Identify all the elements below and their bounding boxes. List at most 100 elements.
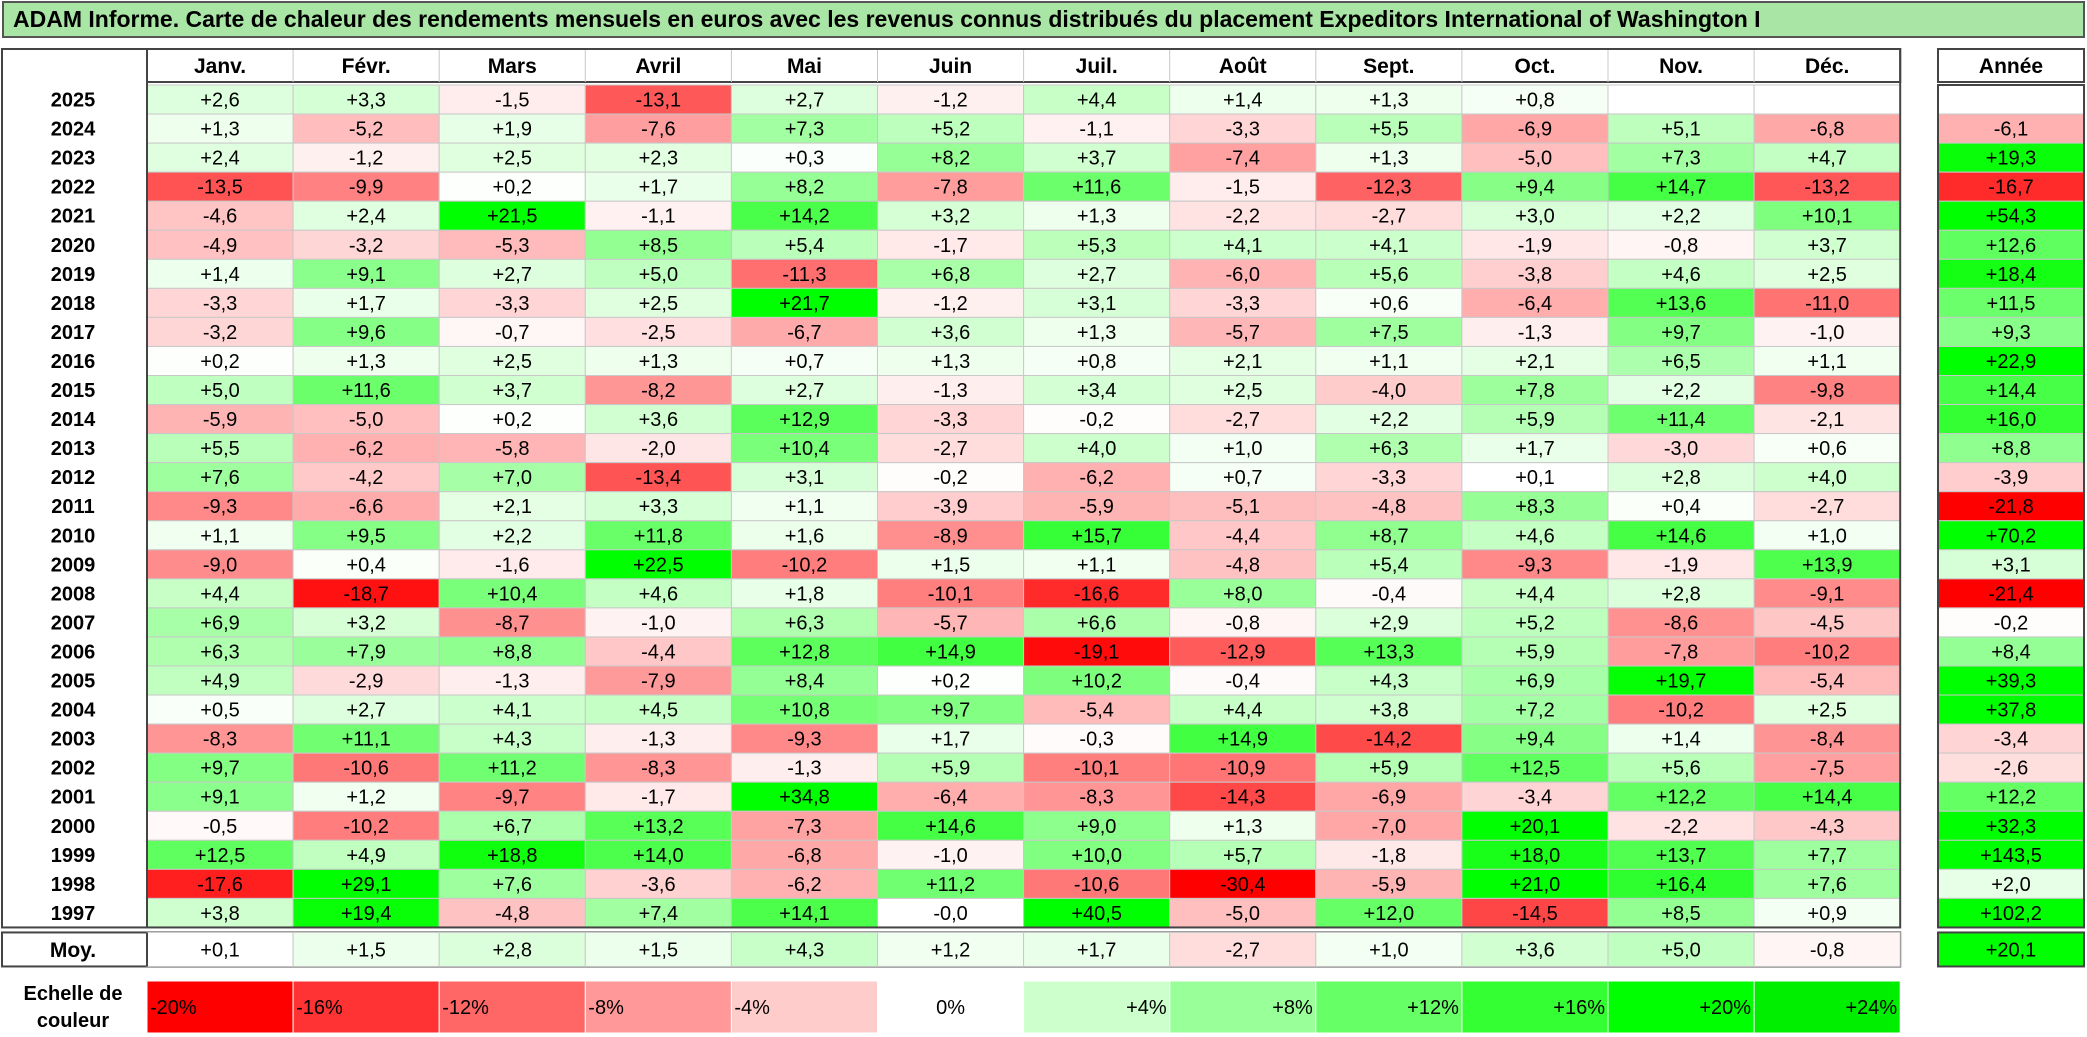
cell-value: +6,8 [931,264,970,286]
average-cell [584,931,732,967]
average-cell [730,931,879,967]
cell-value: -9,3 [1518,554,1552,576]
cell-value: -13,2 [1804,177,1850,199]
heatmap-cell [1461,897,1609,928]
heatmap-cell [877,839,1025,870]
cell-value: +5,2 [1515,612,1554,634]
average-value: +3,6 [1515,939,1554,961]
heatmap-cell [584,839,732,870]
heatmap-cell [438,113,586,144]
cell-value: +1,5 [931,554,970,576]
cell-value: +2,7 [1077,264,1116,286]
cell-value: -6,9 [1518,119,1552,141]
cell-value: +10,2 [1071,671,1122,693]
cell-value: +3,6 [639,409,678,431]
cell-value: +14,9 [1217,729,1268,751]
cell-value: -3,3 [1226,293,1260,315]
cell-value: -14,2 [1366,729,1412,751]
heatmap-cell [1607,84,1755,115]
heatmap-cell [1753,287,1901,318]
cell-value: +0,4 [1661,496,1700,518]
cell-value: -7,6 [641,119,675,141]
year-label: 2011 [51,496,94,518]
cell-value: +2,5 [1223,380,1262,402]
annual-header: Année [1979,55,2043,78]
heatmap-cell [877,723,1025,754]
heatmap-cell [1753,549,1901,580]
average-value: +1,5 [346,939,385,961]
cell-value: +2,7 [785,380,824,402]
cell-value: -16,6 [1074,583,1120,605]
month-header: Juil. [1076,55,1118,78]
cell-value: -4,8 [495,903,529,925]
cell-value: +2,1 [1515,351,1554,373]
annual-cell [1937,578,2085,609]
heatmap-cell [1023,142,1171,173]
cell-value: +22,5 [633,554,684,576]
cell-value: +0,1 [1515,467,1554,489]
heatmap-cell [1169,897,1317,928]
cell-value: -12,9 [1220,641,1266,663]
cell-value: -1,9 [1518,235,1552,257]
month-header: Oct. [1515,55,1556,78]
cell-value: +5,4 [1369,554,1408,576]
cell-value: +9,6 [346,322,385,344]
cell-value: +1,3 [1077,206,1116,228]
cell-value: +2,7 [493,264,532,286]
cell-value: -10,6 [1074,874,1120,896]
cell-value: +5,0 [200,380,239,402]
heatmap-cell [1461,433,1609,464]
cell-value: -4,6 [203,206,237,228]
cell-value: +4,4 [1223,700,1262,722]
year-label: 2021 [51,206,96,228]
average-annual-value: +20,1 [1986,939,2037,961]
year-label: 2007 [51,612,96,634]
heatmap-cell [1461,200,1609,231]
heatmap-cell [1753,200,1901,231]
cell-value: +12,0 [1364,903,1415,925]
cell-value: +14,1 [779,903,830,925]
cell-value: +14,2 [779,206,830,228]
cell-value: +5,9 [1369,758,1408,780]
heatmap-cell [730,375,879,406]
heatmap-cell [438,404,586,435]
cell-value: +14,7 [1656,177,1707,199]
heatmap-cell [1753,578,1901,609]
cell-value: +3,7 [493,380,532,402]
cell-value: -4,9 [203,235,237,257]
cell-value: +5,9 [931,758,970,780]
cell-value: -7,8 [1664,641,1698,663]
cell-value: +8,0 [1223,583,1262,605]
annual-cell [1937,520,2085,551]
cell-value: +11,2 [926,874,975,896]
color-scale-value: -4% [734,997,770,1019]
cell-value: +3,2 [931,206,970,228]
heatmap-cell [1607,462,1755,493]
heatmap-cell [1023,607,1171,638]
cell-value: +8,5 [1661,903,1700,925]
chart-title: ADAM Informe. Carte de chaleur des rende… [2,1,2085,38]
heatmap-cell [1023,578,1171,609]
heatmap-cell [292,462,440,493]
cell-value: -8,9 [933,525,967,547]
heatmap-cell [1607,839,1755,870]
average-value: +0,1 [200,939,239,961]
cell-value: -1,0 [641,612,675,634]
cell-value: -6,2 [349,438,383,460]
annual-value: -16,7 [1988,177,2034,199]
cell-value: +1,1 [785,496,824,518]
cell-value: -9,7 [495,787,529,809]
heatmap-cell [1169,113,1317,144]
heatmap-cell [1023,200,1171,231]
cell-value: +13,7 [1656,845,1707,867]
cell-value: +16,4 [1656,874,1707,896]
heatmap-cell [1315,462,1463,493]
cell-value: -1,1 [1079,119,1113,141]
heatmap-cell [1023,549,1171,580]
cell-value: +4,1 [1369,235,1408,257]
cell-value: +11,2 [488,758,537,780]
heatmap-cell [1461,171,1609,202]
cell-value: -2,7 [1810,496,1844,518]
cell-value: +1,8 [785,583,824,605]
heatmap-cell [1315,520,1463,551]
